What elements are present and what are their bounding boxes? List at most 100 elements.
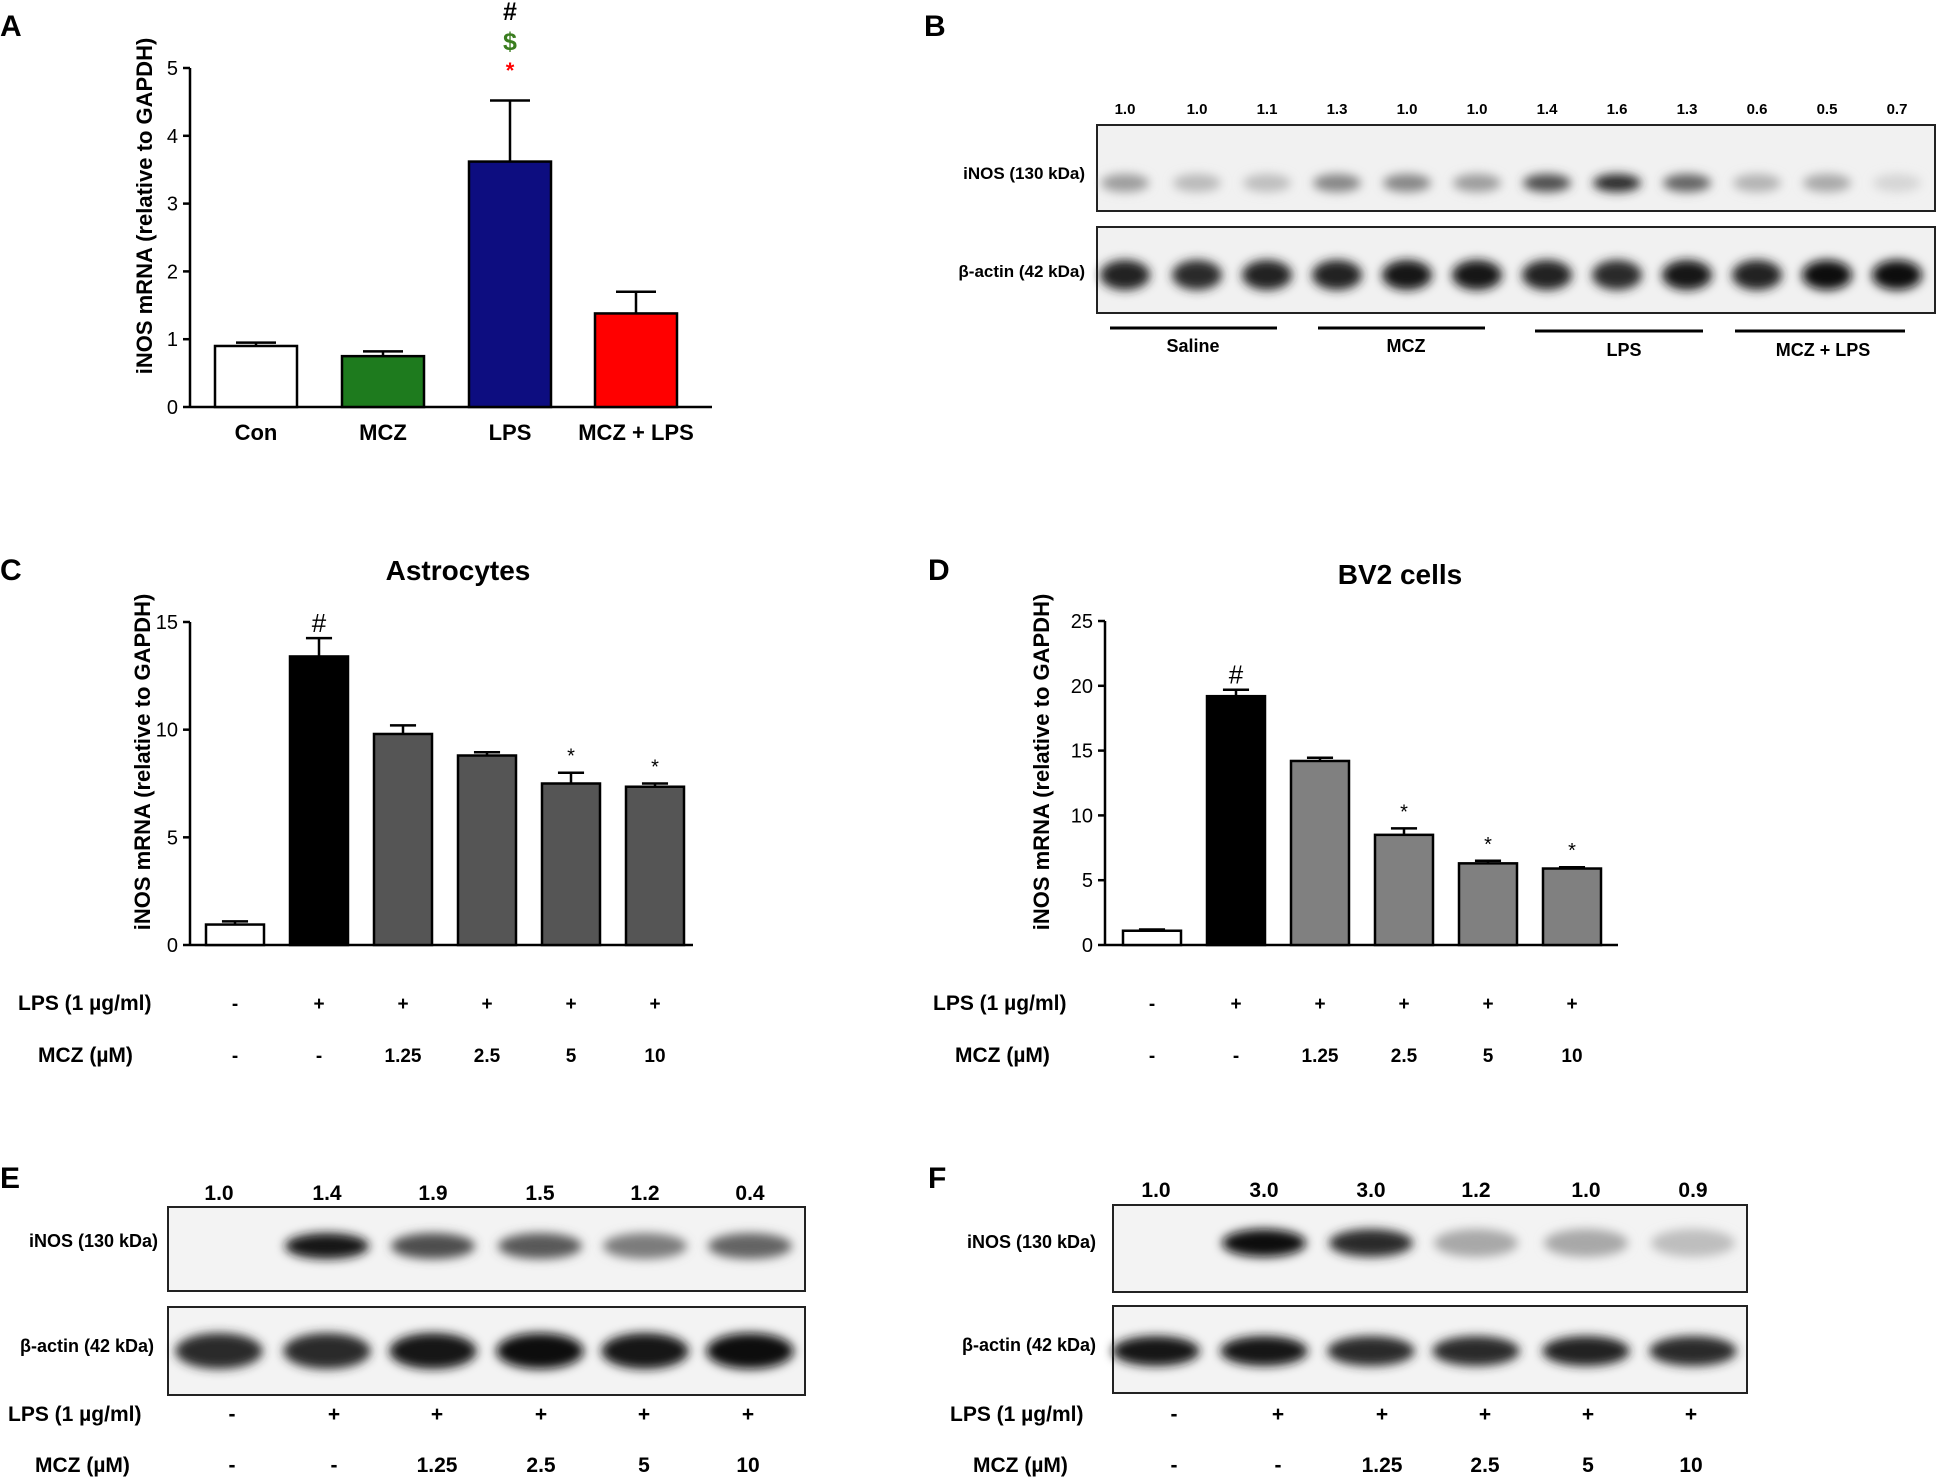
panel-f-actin-band	[1112, 1336, 1200, 1366]
panel-e-inos-label: iNOS (130 kDa)	[29, 1231, 158, 1251]
panel-d-bar	[1457, 862, 1519, 947]
panel-e-mcz-value: -	[331, 1454, 338, 1477]
panel-e-actin-band	[601, 1333, 689, 1369]
panel-d-y-tick-label: 25	[1071, 611, 1093, 633]
panel-d-y-tick-label: 20	[1071, 676, 1093, 698]
panel-f-actin-band	[1327, 1336, 1415, 1366]
panel-e-inos-band	[708, 1233, 792, 1259]
panel-d-mcz-value: 5	[1483, 1046, 1494, 1067]
panel-a-y-tick-label: 5	[167, 58, 178, 80]
panel-b-inos-band	[1523, 174, 1571, 192]
panel-c-y-tick-label: 5	[167, 827, 178, 849]
panel-c-treatments: - + + + + + - - 1.25 2.5 5 10	[232, 994, 666, 1067]
panel-b: B iNOS (130 kDa) β-actin (42 kDa) 1.0 1.0…	[924, 10, 1936, 360]
panel-b-actin-band	[1100, 260, 1150, 290]
panel-a-category-label: MCZ	[359, 420, 407, 445]
panel-e-inos-band	[498, 1233, 582, 1259]
panel-b-band-value: 1.0	[1115, 101, 1136, 118]
panel-b-band-value: 1.6	[1607, 101, 1628, 118]
panel-b-inos-band	[1173, 174, 1221, 192]
panel-c-bar	[204, 923, 266, 947]
panel-d-lps-value: +	[1566, 994, 1577, 1015]
panel-c-lps-value: +	[481, 994, 492, 1015]
panel-b-actin-band	[1382, 260, 1432, 290]
panel-d-mcz-value: -	[1233, 1046, 1239, 1067]
panel-b-actin-band	[1172, 260, 1222, 290]
panel-f-band-value: 1.0	[1141, 1179, 1170, 1202]
panel-d-significance-mark: #	[1229, 660, 1244, 690]
panel-f-lps-value: +	[1582, 1403, 1594, 1426]
panel-a-chart: 0 1 2 3 4 5 Con MCZ LPS MCZ + LPS #$*	[167, 0, 712, 445]
panel-b-group-labels: Saline MCZ LPS MCZ + LPS	[1110, 326, 1905, 360]
panel-f-lps-value: +	[1479, 1403, 1491, 1426]
panel-c-bar	[540, 782, 602, 947]
panel-f-band-value: 1.0	[1571, 1179, 1600, 1202]
panel-e-actin-label: β-actin (42 kDa)	[20, 1336, 154, 1356]
panel-b-band-value: 1.3	[1677, 101, 1698, 118]
panel-e-actin-band	[175, 1333, 263, 1369]
panel-d-lps-value: +	[1398, 994, 1409, 1015]
panel-a: A iNOS mRNA (relative to GAPDH) 0 1 2 3 4 5 Co…	[0, 0, 712, 445]
panel-f-lps-label: LPS (1 µg/ml)	[950, 1403, 1083, 1426]
panel-f-lps-value: -	[1171, 1403, 1178, 1426]
panel-e-inos-band	[391, 1233, 475, 1259]
panel-e-lps-label: LPS (1 µg/ml)	[8, 1403, 141, 1426]
panel-a-category-label: Con	[235, 420, 278, 445]
panel-e-treatments: - + + + + + - - 1.25 2.5 5 10	[229, 1403, 760, 1477]
panel-c-lps-value: +	[313, 994, 324, 1015]
panel-d-label: D	[928, 554, 950, 587]
panel-f-actin-band	[1649, 1336, 1737, 1366]
panel-c-mcz-value: 10	[644, 1046, 665, 1067]
panel-d-mcz-value: 2.5	[1391, 1046, 1418, 1067]
panel-d-mcz-value: -	[1149, 1046, 1155, 1067]
panel-f-actin-label: β-actin (42 kDa)	[962, 1335, 1096, 1355]
panel-c-y-tick-label: 10	[156, 720, 178, 742]
panel-c-mcz-value: -	[316, 1046, 322, 1067]
group-label-lps: LPS	[1606, 340, 1641, 360]
panel-e-actin-band	[389, 1333, 477, 1369]
panel-c-chart: 0 5 10 15 # * *	[156, 608, 693, 957]
panel-e-actin-band	[706, 1333, 794, 1369]
panel-b-inos-band	[1803, 174, 1851, 192]
panel-b-actin-band	[1592, 260, 1642, 290]
panel-d-y-tick-label: 10	[1071, 805, 1093, 827]
panel-c-lps-value: +	[565, 994, 576, 1015]
panel-f-inos-label: iNOS (130 kDa)	[967, 1232, 1096, 1252]
panel-a-significance-mark: *	[506, 58, 515, 83]
panel-c-mcz-label: MCZ (µM)	[38, 1044, 133, 1067]
panel-a-bar	[593, 312, 679, 409]
panel-e-mcz-value: 1.25	[417, 1454, 458, 1477]
panel-d-lps-value: +	[1482, 994, 1493, 1015]
panel-e-mcz-value: -	[229, 1454, 236, 1477]
panel-d-lps-label: LPS (1 µg/ml)	[933, 992, 1066, 1015]
panel-e-actin-band	[496, 1333, 584, 1369]
panel-e-lps-value: +	[431, 1403, 443, 1426]
panel-d-bar	[1121, 929, 1183, 947]
panel-d-lps-value: +	[1314, 994, 1325, 1015]
panel-e-band-value: 1.5	[525, 1182, 555, 1205]
panel-d-mcz-label: MCZ (µM)	[955, 1044, 1050, 1067]
panel-b-inos-band	[1243, 174, 1291, 192]
panel-e-band-value: 1.0	[204, 1182, 233, 1205]
panel-b-inos-band	[1733, 174, 1781, 192]
panel-e-actin-blot	[167, 1306, 806, 1396]
panel-b-band-value: 0.6	[1747, 101, 1768, 118]
panel-f-actin-band	[1432, 1336, 1520, 1366]
panel-b-band-value: 0.5	[1817, 101, 1838, 118]
panel-b-band-value: 1.0	[1187, 101, 1208, 118]
panel-f-mcz-label: MCZ (µM)	[973, 1454, 1068, 1477]
panel-c-significance-mark: #	[312, 608, 327, 638]
panel-b-inos-band	[1101, 174, 1149, 192]
panel-d-chart: 0 5 10 15 20 25 # * * *	[1071, 611, 1618, 957]
panel-b-band-value: 1.3	[1327, 101, 1348, 118]
panel-d-mcz-value: 1.25	[1302, 1046, 1339, 1067]
panel-f-lps-value: +	[1376, 1403, 1388, 1426]
panel-f-mcz-value: 2.5	[1470, 1454, 1500, 1477]
panel-f-band-value: 3.0	[1249, 1179, 1278, 1202]
panel-e-mcz-value: 10	[736, 1454, 759, 1477]
panel-f-band-value: 3.0	[1356, 1179, 1385, 1202]
panel-a-y-tick-label: 4	[167, 126, 178, 148]
panel-f-inos-band	[1544, 1229, 1628, 1257]
group-label-saline: Saline	[1166, 336, 1219, 356]
panel-b-band-value: 1.0	[1397, 101, 1418, 118]
